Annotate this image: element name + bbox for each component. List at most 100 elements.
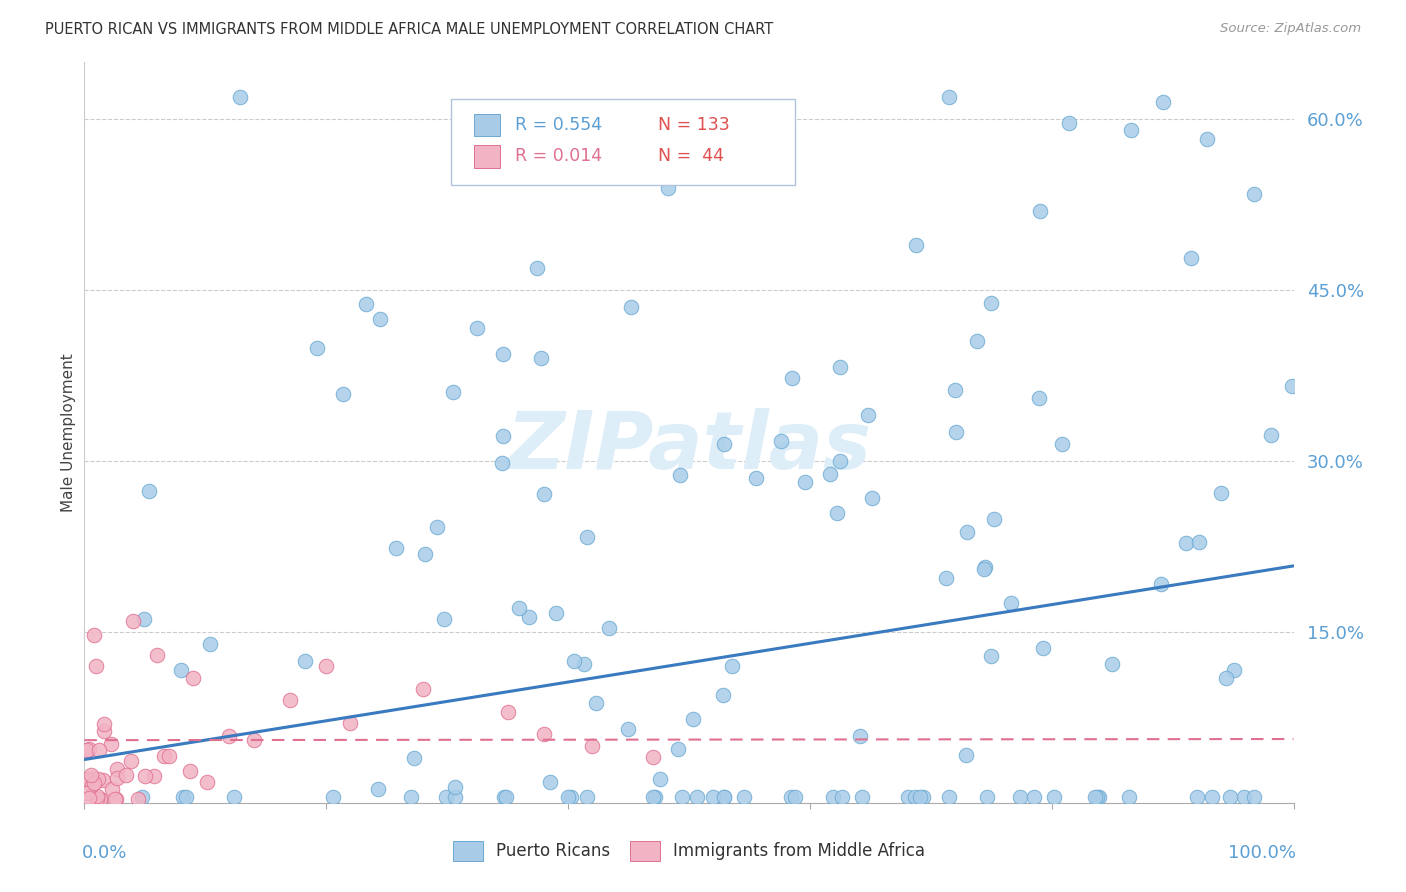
Point: [179, 764, 201, 779]
Point: [943, 383, 966, 397]
Point: [575, 790, 598, 805]
Point: [780, 790, 803, 805]
Point: [103, 792, 125, 806]
Point: [114, 768, 136, 782]
Point: [413, 547, 436, 561]
Point: [444, 780, 467, 794]
Point: [441, 385, 464, 400]
Point: [945, 425, 967, 439]
Point: [433, 612, 456, 626]
Point: [851, 790, 873, 805]
Text: 0.0%: 0.0%: [82, 844, 128, 862]
Point: [1008, 790, 1031, 805]
Point: [1121, 123, 1143, 137]
Legend: Puerto Ricans, Immigrants from Middle Africa: Puerto Ricans, Immigrants from Middle Af…: [453, 841, 925, 861]
Point: [402, 750, 425, 764]
Point: [828, 454, 851, 468]
Point: [938, 790, 960, 805]
Point: [1028, 392, 1050, 406]
Point: [908, 790, 931, 805]
Point: [100, 781, 122, 796]
Point: [93, 773, 115, 788]
Point: [1152, 95, 1174, 110]
Text: 100.0%: 100.0%: [1227, 844, 1296, 862]
Point: [443, 790, 465, 805]
Point: [1085, 790, 1108, 805]
Point: [315, 659, 337, 673]
Point: [120, 754, 142, 768]
Point: [368, 312, 391, 326]
Point: [93, 716, 115, 731]
Point: [89, 792, 111, 806]
Point: [533, 727, 555, 741]
Point: [711, 688, 734, 702]
Point: [641, 790, 664, 805]
Text: N =  44: N = 44: [658, 147, 724, 165]
Point: [780, 371, 803, 385]
Point: [713, 790, 735, 805]
Point: [131, 790, 153, 805]
Point: [1215, 671, 1237, 685]
Point: [83, 776, 105, 790]
Point: [339, 716, 361, 731]
Point: [576, 531, 599, 545]
Point: [105, 792, 128, 806]
Point: [181, 671, 204, 685]
Bar: [474, 145, 501, 168]
Point: [1101, 657, 1123, 671]
Point: [76, 743, 98, 757]
Point: [560, 790, 582, 805]
Point: [912, 790, 935, 805]
Point: [127, 792, 149, 806]
Point: [138, 484, 160, 499]
Point: [980, 648, 1002, 663]
Point: [530, 351, 553, 366]
Point: [153, 748, 176, 763]
Point: [897, 790, 920, 805]
Point: [100, 737, 122, 751]
Point: [1260, 427, 1282, 442]
Point: [770, 434, 793, 448]
Point: [657, 181, 679, 195]
Point: [973, 560, 995, 574]
Point: [526, 261, 548, 276]
Point: [538, 775, 561, 789]
FancyBboxPatch shape: [451, 99, 796, 185]
Point: [682, 712, 704, 726]
Point: [385, 541, 408, 556]
Point: [508, 601, 530, 615]
Point: [517, 610, 540, 624]
Point: [76, 786, 98, 800]
Point: [650, 772, 672, 786]
Point: [242, 733, 264, 747]
Point: [858, 408, 880, 422]
Point: [1084, 790, 1107, 805]
Point: [354, 297, 377, 311]
Point: [82, 771, 104, 785]
Text: PUERTO RICAN VS IMMIGRANTS FROM MIDDLE AFRICA MALE UNEMPLOYMENT CORRELATION CHAR: PUERTO RICAN VS IMMIGRANTS FROM MIDDLE A…: [45, 22, 773, 37]
Point: [1197, 132, 1219, 146]
Point: [713, 437, 735, 451]
Point: [1187, 790, 1209, 805]
Point: [904, 237, 927, 252]
Point: [1219, 790, 1241, 805]
Point: [496, 705, 519, 719]
Point: [83, 628, 105, 642]
Point: [1223, 663, 1246, 677]
Point: [1233, 790, 1256, 805]
Point: [849, 729, 872, 743]
Point: [1000, 596, 1022, 610]
Point: [134, 769, 156, 783]
Point: [143, 769, 166, 783]
Point: [76, 772, 98, 787]
Point: [721, 659, 744, 673]
Point: [980, 296, 1002, 310]
Point: [860, 491, 883, 505]
Point: [617, 722, 640, 736]
Point: [533, 487, 555, 501]
Point: [830, 359, 852, 374]
Point: [734, 790, 756, 805]
Point: [794, 475, 817, 489]
Point: [105, 771, 128, 785]
Point: [644, 790, 666, 805]
